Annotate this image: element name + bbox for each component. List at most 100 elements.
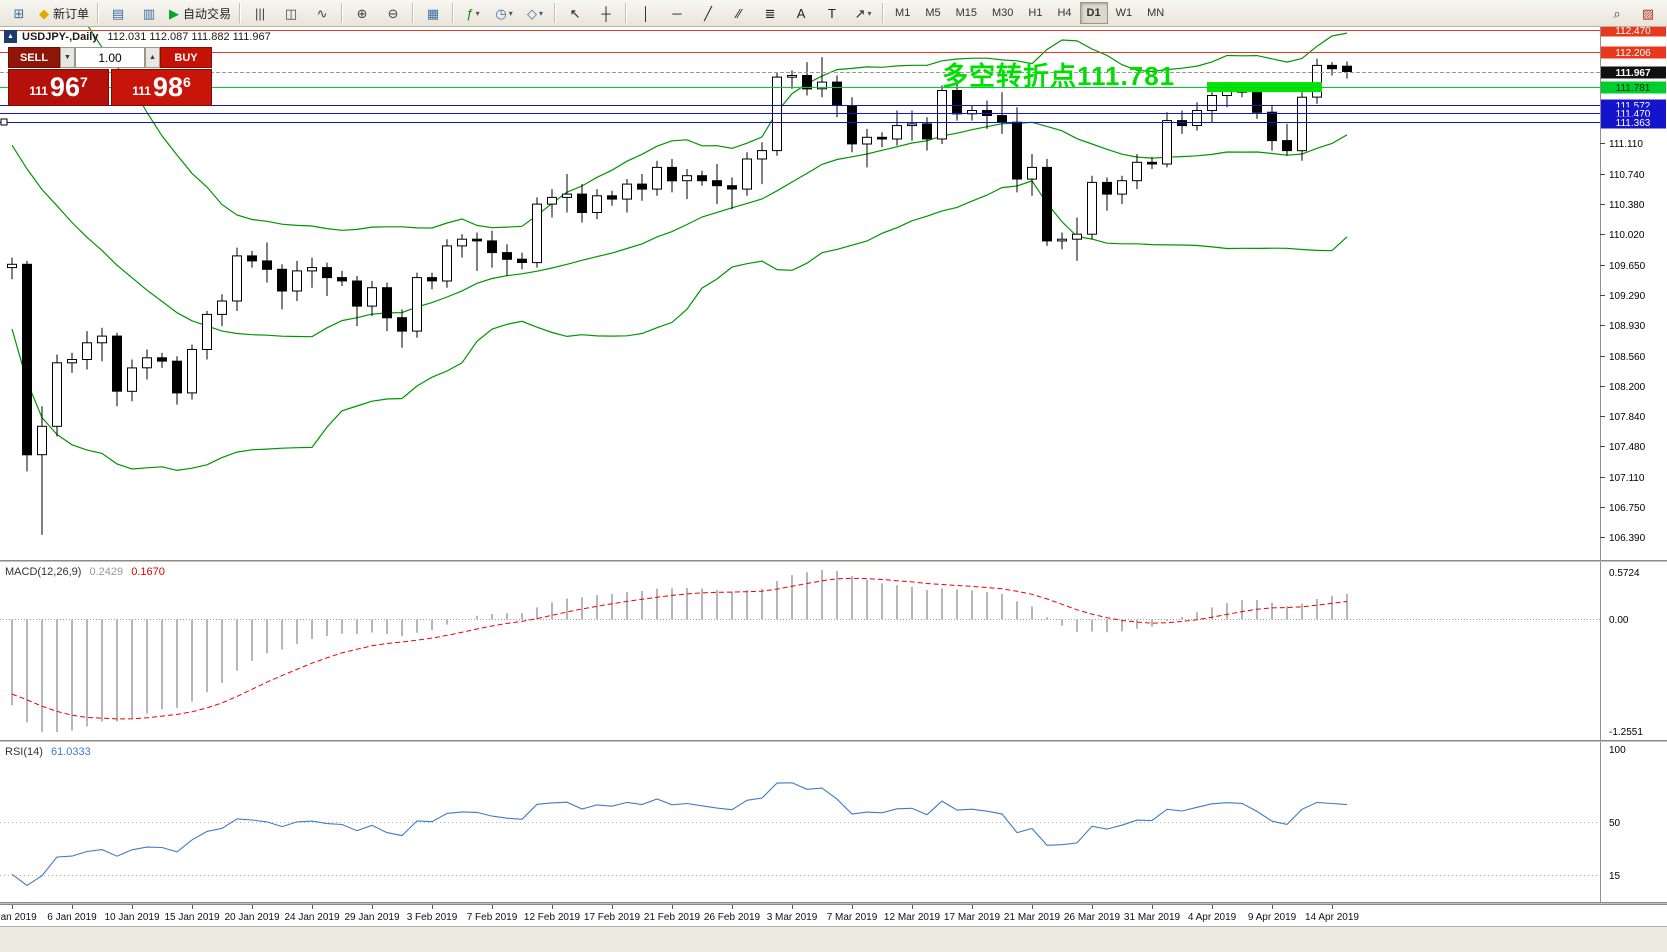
toolbar: ⊞ ◆ 新订单 ▤ ▥ ▶ 自动交易 ||| ◫ ∿ ⊕ ⊖ ▦ ƒ ▾ ◷ ▾ ◇ ▾ ↖ ┼ │ ─ ╱ ∕∕ ≣ A T ↗ ▾ M1… — [0, 0, 1667, 27]
main-chart-panel[interactable]: 111.110 110.740 110.380 110.020 109.650 109.2… — [0, 27, 1667, 560]
macd-panel[interactable]: 0.5724 0.00 -1.2551 — [0, 562, 1667, 740]
bear-candle-body — [1012, 121, 1022, 180]
bear-candle-body — [577, 193, 587, 214]
timeframe-m1-button[interactable]: M1 — [895, 7, 911, 19]
bear-candle-body — [1327, 64, 1337, 70]
bear-candle-body — [1342, 65, 1352, 73]
arrows-button[interactable]: ↗ ▾ — [848, 1, 878, 25]
price-tick-label: 107.110 — [1609, 473, 1645, 484]
bull-candle-body — [862, 136, 872, 145]
date-tick-label: 7 Mar 2019 — [827, 912, 878, 923]
search-button[interactable]: ⌕ — [1602, 1, 1632, 25]
community-button[interactable]: ▨ — [1633, 1, 1663, 25]
bull-candle-body — [97, 335, 107, 344]
date-tick-label: 14 Apr 2019 — [1305, 912, 1359, 923]
macd-scale-label: -1.2551 — [1609, 727, 1643, 738]
bear-candle-body — [277, 268, 287, 292]
timeframe-d1-button[interactable]: D1 — [1079, 2, 1108, 24]
time-axis[interactable]: 1 Jan 2019 6 Jan 2019 10 Jan 2019 15 Jan 20… — [0, 904, 1667, 926]
chart-symbol-period: USDJPY-,Daily — [22, 30, 99, 43]
text-label-icon: T — [828, 5, 836, 21]
periods-icon: ◷ — [495, 5, 507, 21]
ask-price-pip: 6 — [182, 74, 191, 90]
ask-price-prefix: 111 — [132, 84, 151, 98]
indicators-button[interactable]: ƒ ▾ — [458, 1, 488, 25]
rsi-scale-label: 100 — [1609, 745, 1626, 756]
panel-splitter[interactable] — [0, 560, 1667, 562]
timeframe-w1-button[interactable]: W1 — [1115, 7, 1133, 19]
rsi-scale-label: 15 — [1609, 871, 1621, 882]
rsi-panel[interactable]: 100 50 15 — [0, 742, 1667, 902]
date-tick-label: 3 Feb 2019 — [407, 912, 458, 923]
zoom-in-button[interactable]: ⊕ — [347, 1, 377, 25]
bear-candle-body — [337, 277, 347, 282]
new-chart-button[interactable]: ⊞ — [4, 1, 34, 25]
text-label-button[interactable]: T — [817, 1, 847, 25]
bollinger-upper-band — [87, 27, 1348, 231]
bull-candle-body — [757, 150, 767, 160]
bollinger-lower-band — [11, 180, 1348, 472]
date-tick-label: 29 Jan 2019 — [344, 912, 399, 923]
timeframe-m5-button[interactable]: M5 — [925, 7, 941, 19]
sell-price-button[interactable]: 111 96 7 — [8, 69, 109, 106]
timeframe-h1-button[interactable]: H1 — [1028, 7, 1043, 19]
bull-candle-body — [7, 263, 17, 269]
timeframe-m30-button[interactable]: M30 — [992, 7, 1014, 19]
bull-candle-body — [367, 287, 377, 307]
volume-decrease-button[interactable]: ▼ — [60, 47, 75, 68]
periods-button[interactable]: ◷ ▾ — [489, 1, 519, 25]
panel-splitter[interactable] — [0, 902, 1667, 904]
fibonacci-button[interactable]: ≣ — [755, 1, 785, 25]
tile-windows-button[interactable]: ▦ — [418, 1, 448, 25]
bar-chart-button[interactable]: ||| — [245, 1, 275, 25]
crosshair-button[interactable]: ┼ — [591, 1, 621, 25]
buy-button[interactable]: BUY — [160, 47, 212, 68]
line-chart-button[interactable]: ∿ — [307, 1, 337, 25]
bear-candle-body — [697, 175, 707, 182]
cursor-button[interactable]: ↖ — [560, 1, 590, 25]
timeframe-m15-button[interactable]: M15 — [955, 7, 977, 19]
buy-price-button[interactable]: 111 98 6 — [111, 69, 212, 106]
trendline-button[interactable]: ╱ — [693, 1, 723, 25]
equidistant-channel-button[interactable]: ∕∕ — [724, 1, 754, 25]
new-order-button[interactable]: ◆ 新订单 — [35, 1, 93, 25]
bear-candle-body — [877, 136, 887, 140]
toolbar-separator — [97, 3, 100, 23]
bull-candle-body — [127, 367, 137, 392]
macd-main-value: 0.2429 — [89, 566, 124, 578]
timeframe-mn-button[interactable]: MN — [1147, 7, 1165, 19]
sell-button[interactable]: SELL — [8, 47, 60, 68]
horizontal-line-button[interactable]: ─ — [662, 1, 692, 25]
bull-candle-body — [1117, 180, 1127, 195]
bull-candle-body — [1207, 95, 1217, 111]
bear-candle-body — [1042, 166, 1052, 242]
text-button[interactable]: A — [786, 1, 816, 25]
bull-candle-body — [742, 158, 752, 190]
zoom-out-icon: ⊖ — [387, 5, 399, 21]
volume-input[interactable] — [75, 47, 145, 68]
timeframe-h4-button[interactable]: H4 — [1057, 7, 1072, 19]
bull-candle-body — [817, 81, 827, 90]
bid-price-main: 96 — [49, 72, 80, 102]
one-click-collapse-button[interactable]: ▲ — [4, 30, 17, 43]
autotrading-button[interactable]: ▶ 自动交易 — [165, 1, 235, 25]
volume-increase-button[interactable]: ▲ — [145, 47, 160, 68]
pivot-annotation-text[interactable]: 多空转折点111.781 — [942, 61, 1176, 91]
bear-candle-body — [637, 183, 647, 190]
rsi-header: RSI(14) 61.0333 — [5, 746, 91, 758]
candlestick-chart-button[interactable]: ◫ — [276, 1, 306, 25]
rsi-line — [11, 782, 1348, 887]
terminal-button[interactable]: ▥ — [134, 1, 164, 25]
zoom-out-button[interactable]: ⊖ — [378, 1, 408, 25]
templates-button[interactable]: ◇ ▾ — [520, 1, 550, 25]
date-tick-label: 21 Mar 2019 — [1004, 912, 1061, 923]
dropdown-caret-icon: ▾ — [475, 8, 480, 18]
bear-candle-body — [322, 267, 332, 279]
panel-splitter[interactable] — [0, 740, 1667, 742]
bull-candle-body — [307, 267, 317, 272]
vertical-line-button[interactable]: │ — [631, 1, 661, 25]
date-tick-label: 6 Jan 2019 — [47, 912, 97, 923]
market-watch-button[interactable]: ▤ — [103, 1, 133, 25]
line-selection-handle[interactable] — [0, 118, 8, 126]
